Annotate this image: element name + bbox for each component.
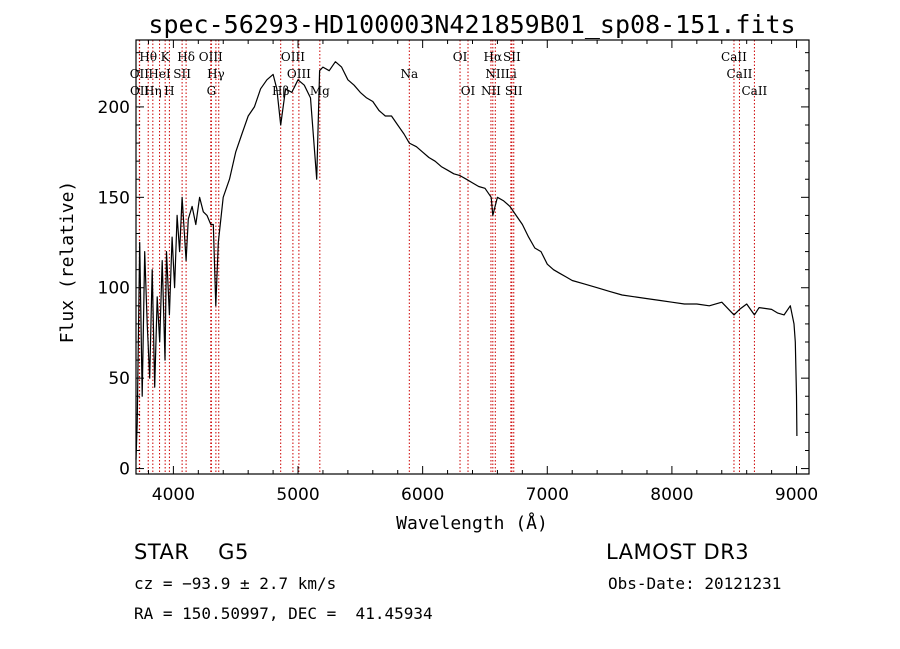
line-label-CaII-8498: CaII [721, 50, 747, 64]
y-tick-label: 200 [98, 98, 130, 118]
x-tick-label: 4000 [152, 485, 195, 505]
y-axis-label: Flux (relative) [57, 181, 78, 344]
x-axis-label: Wavelength (Å) [396, 512, 548, 534]
line-label-OIII-5007: OIII [287, 67, 311, 81]
line-label-H-delta: Hδ [177, 50, 195, 64]
chart-title: spec-56293-HD100003N421859B01_sp08-151.f… [148, 10, 795, 39]
object-class: STAR G5 [134, 540, 249, 564]
line-label-H-theta: Hθ [139, 50, 157, 64]
line-label-NII-6548: NII [481, 84, 501, 98]
sky-coordinates: RA = 150.50997, DEC = 41.45934 [134, 604, 433, 623]
x-tick-label: 7000 [526, 485, 569, 505]
survey-name: LAMOST DR3 [606, 540, 750, 564]
line-label-OIII-4959: OIII [281, 50, 305, 64]
plot-frame [135, 39, 810, 475]
line-label-H-eta: Hη [144, 84, 162, 98]
x-tick-label: 6000 [401, 485, 444, 505]
line-label-Li: Li [505, 67, 517, 81]
line-label-OIII-4300: OIII [199, 50, 223, 64]
x-tick-label: 5000 [276, 485, 319, 505]
line-label-OI-6364: OI [461, 84, 476, 98]
line-label-OII: OII [130, 67, 150, 81]
y-tick-label: 50 [108, 369, 130, 389]
x-tick-label: 9000 [775, 485, 818, 505]
spectrum-line [135, 61, 798, 460]
line-label-G-band: G [207, 84, 217, 98]
line-label-CaII-8542: CaII [727, 67, 753, 81]
line-label-CaII-8662: CaII [741, 84, 767, 98]
y-tick-label: 100 [98, 279, 130, 299]
line-label-H-alpha: Hα [484, 50, 503, 64]
y-tick-label: 0 [119, 460, 130, 480]
y-tick-label: 150 [98, 188, 130, 208]
line-label-NII-6583: NII [485, 67, 505, 81]
line-label-CaII-H: H [164, 84, 174, 98]
y-axis: 0 50 100 150 200 [98, 52, 809, 480]
line-label-Na: Na [400, 67, 418, 81]
x-axis: 4000 5000 6000 7000 8000 9000 [147, 40, 818, 505]
line-label-OI-6300: OI [453, 50, 468, 64]
redshift-velocity: cz = −93.9 ± 2.7 km/s [134, 574, 337, 593]
line-label-HeI: HeI [148, 67, 171, 81]
x-tick-label: 8000 [650, 485, 693, 505]
line-label-OII-b: OII [130, 84, 150, 98]
line-label-SII-6731: SII [505, 84, 523, 98]
line-label-Mg: Mg [310, 84, 330, 98]
observation-date: Obs-Date: 20121231 [608, 574, 782, 593]
line-label-H-beta: Hβ [272, 84, 289, 98]
line-label-SII-6716: SII [503, 50, 521, 64]
line-markers [138, 40, 755, 474]
line-label-H-gamma: Hγ [207, 67, 225, 81]
line-label-SII-4070: SII [173, 67, 191, 81]
line-label-CaII-K: K [161, 50, 171, 64]
